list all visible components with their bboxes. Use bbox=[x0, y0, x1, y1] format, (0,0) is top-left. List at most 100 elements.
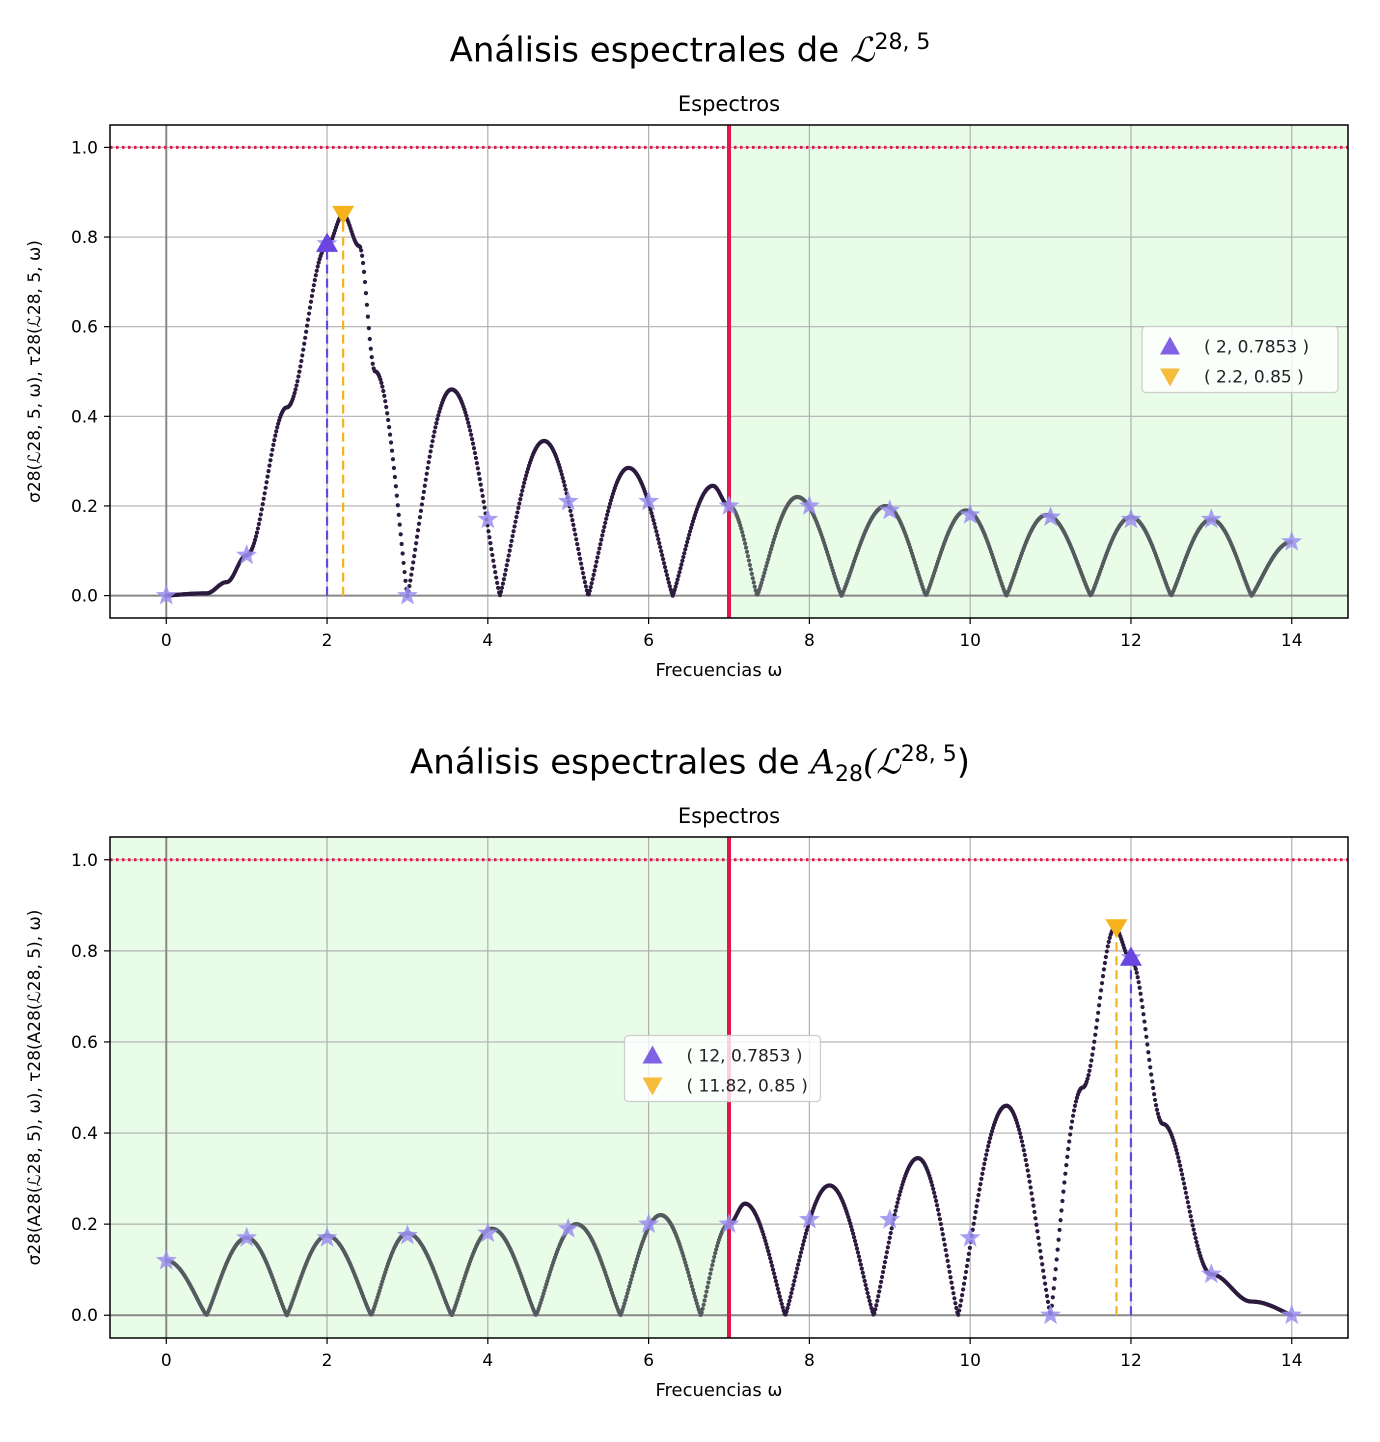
curve-point bbox=[984, 1152, 989, 1157]
curve-point bbox=[426, 460, 431, 465]
curve-point bbox=[623, 1297, 628, 1303]
curve-point bbox=[631, 1270, 636, 1275]
curve-point bbox=[267, 463, 272, 468]
curve-point bbox=[687, 529, 693, 534]
curve-point bbox=[683, 1260, 688, 1265]
curve-point bbox=[772, 1275, 778, 1280]
legend-down-marker bbox=[642, 1077, 663, 1096]
curve-point bbox=[384, 404, 389, 410]
curve-point bbox=[770, 540, 776, 545]
curve-point bbox=[1029, 1191, 1034, 1196]
curve-point bbox=[1186, 1204, 1191, 1210]
curve-point bbox=[869, 1306, 874, 1311]
curve-point bbox=[626, 1287, 631, 1292]
curve-point bbox=[634, 1257, 640, 1262]
curve-point bbox=[988, 1136, 993, 1141]
curve-point bbox=[656, 537, 661, 542]
curve-point bbox=[865, 1290, 870, 1296]
curve-point bbox=[950, 1285, 955, 1291]
curve-point bbox=[943, 1247, 948, 1253]
curve-point bbox=[931, 1186, 936, 1192]
curve-point bbox=[1191, 1227, 1196, 1232]
curve-point bbox=[436, 413, 441, 418]
curve-point bbox=[359, 248, 364, 253]
curve-point bbox=[1055, 1247, 1060, 1252]
curve-point bbox=[1195, 1243, 1200, 1248]
curve-point bbox=[1175, 1151, 1180, 1156]
curve-point bbox=[762, 1235, 767, 1240]
curve-point bbox=[666, 580, 671, 585]
curve-point bbox=[796, 1262, 801, 1267]
curve-point bbox=[1045, 1299, 1051, 1304]
curve-point bbox=[796, 1258, 802, 1263]
curve-point bbox=[800, 1242, 806, 1247]
curve-point bbox=[1026, 1173, 1031, 1179]
curve-point bbox=[1059, 1208, 1064, 1213]
spectrum-curve bbox=[164, 926, 1294, 1318]
curve-point bbox=[499, 585, 505, 590]
curve-point bbox=[601, 529, 606, 534]
curve-point bbox=[709, 1267, 714, 1272]
curve-point bbox=[360, 260, 366, 266]
curve-point bbox=[1088, 1063, 1093, 1068]
curve-point bbox=[257, 517, 262, 522]
curve-point bbox=[437, 409, 442, 414]
curve-point bbox=[895, 1200, 900, 1205]
curve-point bbox=[708, 1271, 713, 1276]
curve-point bbox=[293, 387, 298, 392]
curve-point bbox=[651, 517, 656, 523]
curve-point bbox=[864, 1286, 869, 1292]
curve-point bbox=[989, 1129, 995, 1134]
curve-point bbox=[1019, 1139, 1025, 1144]
curve-point bbox=[1058, 1218, 1063, 1223]
curve-point bbox=[1106, 939, 1111, 944]
curve-point bbox=[586, 592, 591, 597]
curve-point bbox=[1176, 1155, 1181, 1160]
curve-point bbox=[520, 488, 525, 493]
curve-point bbox=[402, 569, 407, 575]
curve-point bbox=[315, 264, 320, 269]
curve-point bbox=[852, 1238, 858, 1244]
curve-point bbox=[254, 530, 260, 535]
curve-point bbox=[299, 358, 304, 364]
curve-point bbox=[595, 555, 600, 560]
curve-point bbox=[1015, 1124, 1021, 1129]
curve-point bbox=[594, 559, 599, 564]
curve-point bbox=[1094, 1025, 1099, 1030]
curve-point bbox=[962, 1275, 968, 1280]
curve-point bbox=[769, 547, 774, 552]
curve-point bbox=[431, 434, 436, 439]
curve-point bbox=[571, 522, 576, 527]
curve-point bbox=[663, 569, 669, 574]
curve-point bbox=[272, 438, 277, 443]
curve-point bbox=[689, 522, 695, 527]
curve-point bbox=[1061, 1189, 1066, 1194]
curve-point bbox=[650, 514, 655, 519]
curve-point bbox=[952, 1296, 957, 1301]
curve-point bbox=[649, 510, 654, 516]
legend-box bbox=[623, 1034, 822, 1103]
chart-2: Espectros 0 2 4 6 8 10 12 14 0.0 0.2 0.4 0.6 0.8 1.0 Fr… bbox=[25, 804, 1349, 1401]
curve-point bbox=[960, 1287, 966, 1292]
curve-point bbox=[430, 439, 435, 444]
x-tick-label: 0 bbox=[161, 1351, 172, 1371]
sample-star bbox=[718, 495, 740, 515]
x-tick-label: 14 bbox=[1281, 631, 1303, 651]
curve-point bbox=[951, 1291, 956, 1296]
curve-point bbox=[746, 558, 752, 563]
curve-point bbox=[961, 1281, 967, 1286]
curve-point bbox=[270, 447, 275, 452]
sample-star bbox=[879, 499, 901, 520]
curve-point bbox=[410, 566, 415, 571]
curve-point bbox=[848, 1221, 853, 1226]
curve-point bbox=[652, 521, 657, 526]
curve-point bbox=[688, 1280, 694, 1285]
curve-point bbox=[510, 533, 515, 539]
curve-point bbox=[681, 554, 686, 560]
curve-point bbox=[789, 1290, 794, 1296]
curve-point bbox=[578, 561, 584, 566]
curve-point bbox=[519, 492, 524, 497]
curve-point bbox=[1071, 1108, 1077, 1113]
curve-point bbox=[791, 1282, 796, 1288]
curve-point bbox=[787, 1298, 792, 1303]
